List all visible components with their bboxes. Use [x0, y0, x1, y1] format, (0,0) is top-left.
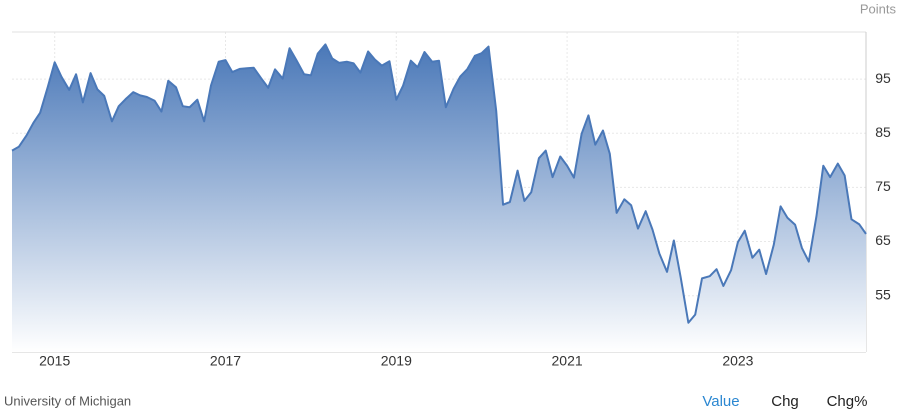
tab[interactable]: Value [702, 393, 739, 410]
tab[interactable]: Chg% [827, 393, 868, 410]
x-tick-label: 2019 [381, 353, 412, 369]
x-tick-label: 2021 [552, 353, 583, 369]
y-tick-label: 75 [875, 178, 891, 194]
y-tick-label: 95 [875, 70, 891, 86]
x-tick-label: 2023 [722, 353, 753, 369]
tab[interactable]: Chg [771, 393, 799, 410]
source: University of Michigan [4, 393, 131, 408]
y-tick-label: 85 [875, 124, 891, 140]
y-tick-label: 65 [875, 232, 891, 248]
area [12, 44, 866, 352]
x-tick-label: 2017 [210, 353, 241, 369]
line [11, 43, 867, 324]
y-tick-label: 55 [875, 286, 891, 302]
x-tick-label: 2015 [39, 353, 70, 369]
y-axis-title: Points [860, 1, 897, 16]
